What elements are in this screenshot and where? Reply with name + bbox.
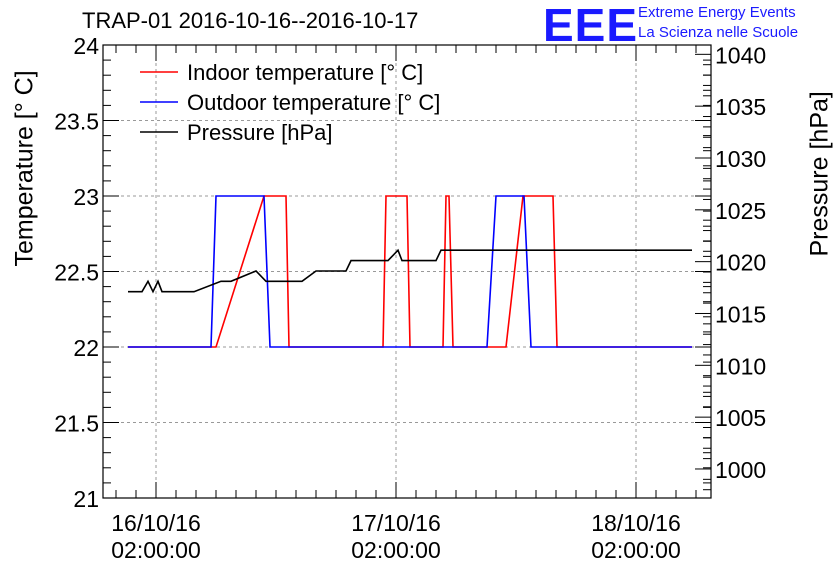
- y-left-tick-label: 23: [73, 184, 99, 210]
- y-left-tick-label: 22: [73, 335, 99, 361]
- y-right-tick-label: 1015: [715, 301, 766, 327]
- y-right-tick-label: 1005: [715, 405, 766, 431]
- y-right-tick-label: 1010: [715, 353, 766, 379]
- series-line-pressure: [128, 248, 692, 294]
- x-tick-label-time: 02:00:00: [351, 537, 441, 563]
- y-right-tick-label: 1000: [715, 457, 766, 483]
- plot-frame: [102, 44, 712, 499]
- legend-label: Indoor temperature [° C]: [187, 60, 423, 85]
- y-right-tick-label: 1035: [715, 94, 766, 120]
- y-right-tick-label: 1040: [715, 42, 766, 68]
- y-left-tick-label: 22.5: [54, 260, 99, 286]
- x-tick-label-date: 16/10/16: [111, 510, 201, 536]
- y-right-tick-label: 1020: [715, 250, 766, 276]
- legend-label: Outdoor temperature [° C]: [187, 90, 440, 115]
- y-left-tick-label: 23.5: [54, 109, 99, 135]
- y-left-tick-label: 21: [73, 486, 99, 512]
- x-tick-label-date: 17/10/16: [351, 510, 441, 536]
- y-left-tick-label: 21.5: [54, 411, 99, 437]
- eee-logo: EEE: [543, 0, 639, 51]
- x-tick-label-date: 18/10/16: [591, 510, 681, 536]
- x-tick-label-time: 02:00:00: [591, 537, 681, 563]
- y-left-tick-label: 24: [73, 33, 99, 59]
- legend-label: Pressure [hPa]: [187, 120, 333, 145]
- logo-subtitle-1: Extreme Energy Events: [638, 4, 796, 21]
- y-right-tick-label: 1025: [715, 198, 766, 224]
- x-tick-label-time: 02:00:00: [111, 537, 201, 563]
- chart-title: TRAP-01 2016-10-16--2016-10-17: [82, 8, 419, 33]
- logo-subtitle-2: La Scienza nelle Scuole: [638, 24, 799, 41]
- y-right-tick-label: 1030: [715, 146, 766, 172]
- series-line-outdoor: [128, 195, 692, 348]
